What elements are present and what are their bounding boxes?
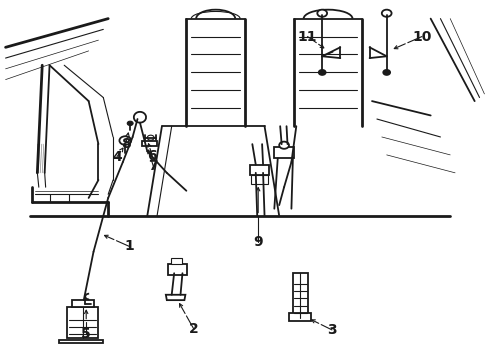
Bar: [168, 264, 187, 275]
Circle shape: [319, 70, 326, 75]
Text: 3: 3: [327, 323, 337, 337]
Text: 7: 7: [148, 159, 158, 173]
Text: 4: 4: [112, 150, 122, 164]
Text: 9: 9: [253, 235, 263, 249]
Circle shape: [383, 70, 390, 75]
Bar: [289, 314, 312, 320]
Text: 2: 2: [189, 322, 198, 336]
Text: 6: 6: [147, 149, 157, 163]
Text: 1: 1: [124, 239, 134, 253]
Bar: [250, 165, 270, 175]
Bar: [72, 300, 94, 307]
Bar: [143, 140, 157, 146]
Circle shape: [382, 10, 392, 17]
Circle shape: [120, 136, 131, 145]
Bar: [293, 273, 308, 318]
Polygon shape: [59, 339, 103, 343]
Bar: [67, 307, 98, 338]
Text: 11: 11: [298, 30, 318, 44]
Text: 5: 5: [81, 327, 91, 341]
Circle shape: [279, 141, 289, 149]
Circle shape: [147, 135, 154, 140]
Circle shape: [318, 10, 327, 17]
Bar: [274, 147, 294, 158]
Polygon shape: [166, 295, 185, 300]
Circle shape: [127, 121, 133, 126]
Text: 10: 10: [412, 30, 432, 44]
Bar: [171, 258, 182, 264]
Text: 8: 8: [121, 137, 131, 151]
Bar: [251, 175, 269, 184]
